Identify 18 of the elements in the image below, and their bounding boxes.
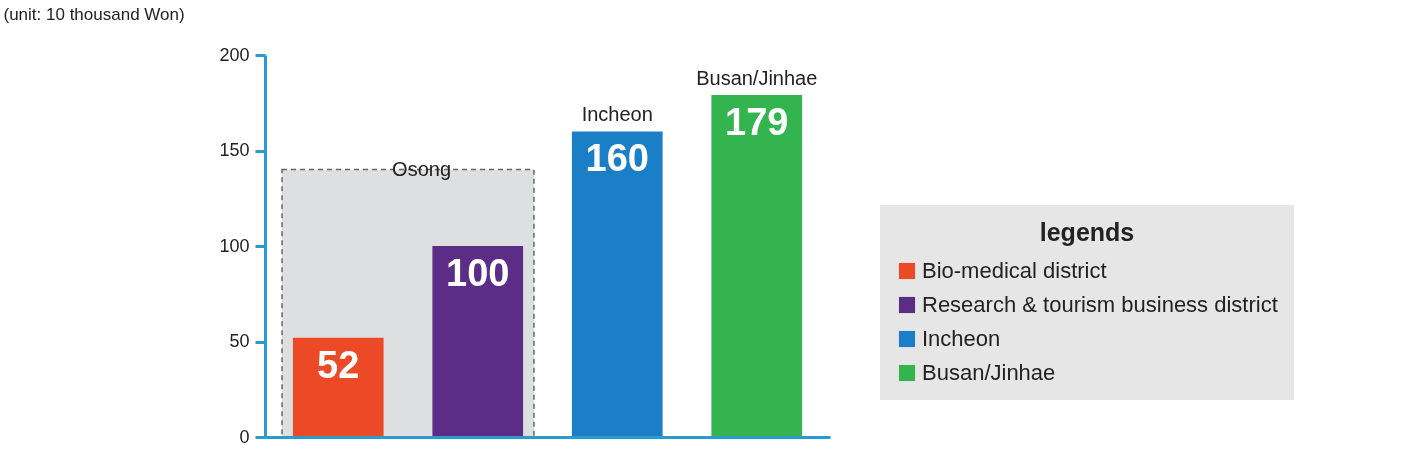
data-label: 100 [446, 252, 510, 294]
annotation: Busan/Jinhae [696, 67, 818, 90]
data-label: 179 [725, 101, 789, 144]
legend-label: Incheon [922, 326, 1001, 351]
legend-label: Bio-medical district [922, 258, 1107, 283]
legend-label: Research & tourism business district [922, 292, 1278, 317]
y-tick-label: 150 [219, 140, 250, 160]
y-tick-label: 0 [239, 426, 250, 447]
data-label: 160 [585, 137, 649, 180]
annotation: Incheon [581, 103, 653, 126]
annotation: Osong [392, 157, 452, 180]
legend-title: legends [1039, 218, 1135, 246]
y-tick-label: 50 [229, 331, 250, 351]
data-label: 52 [317, 343, 360, 386]
legend-label: Busan/Jinhae [922, 360, 1056, 385]
y-tick-label: 200 [219, 44, 250, 65]
y-axis-title: (unit: 10 thousand Won) [3, 4, 185, 24]
y-tick-label: 100 [219, 235, 250, 256]
